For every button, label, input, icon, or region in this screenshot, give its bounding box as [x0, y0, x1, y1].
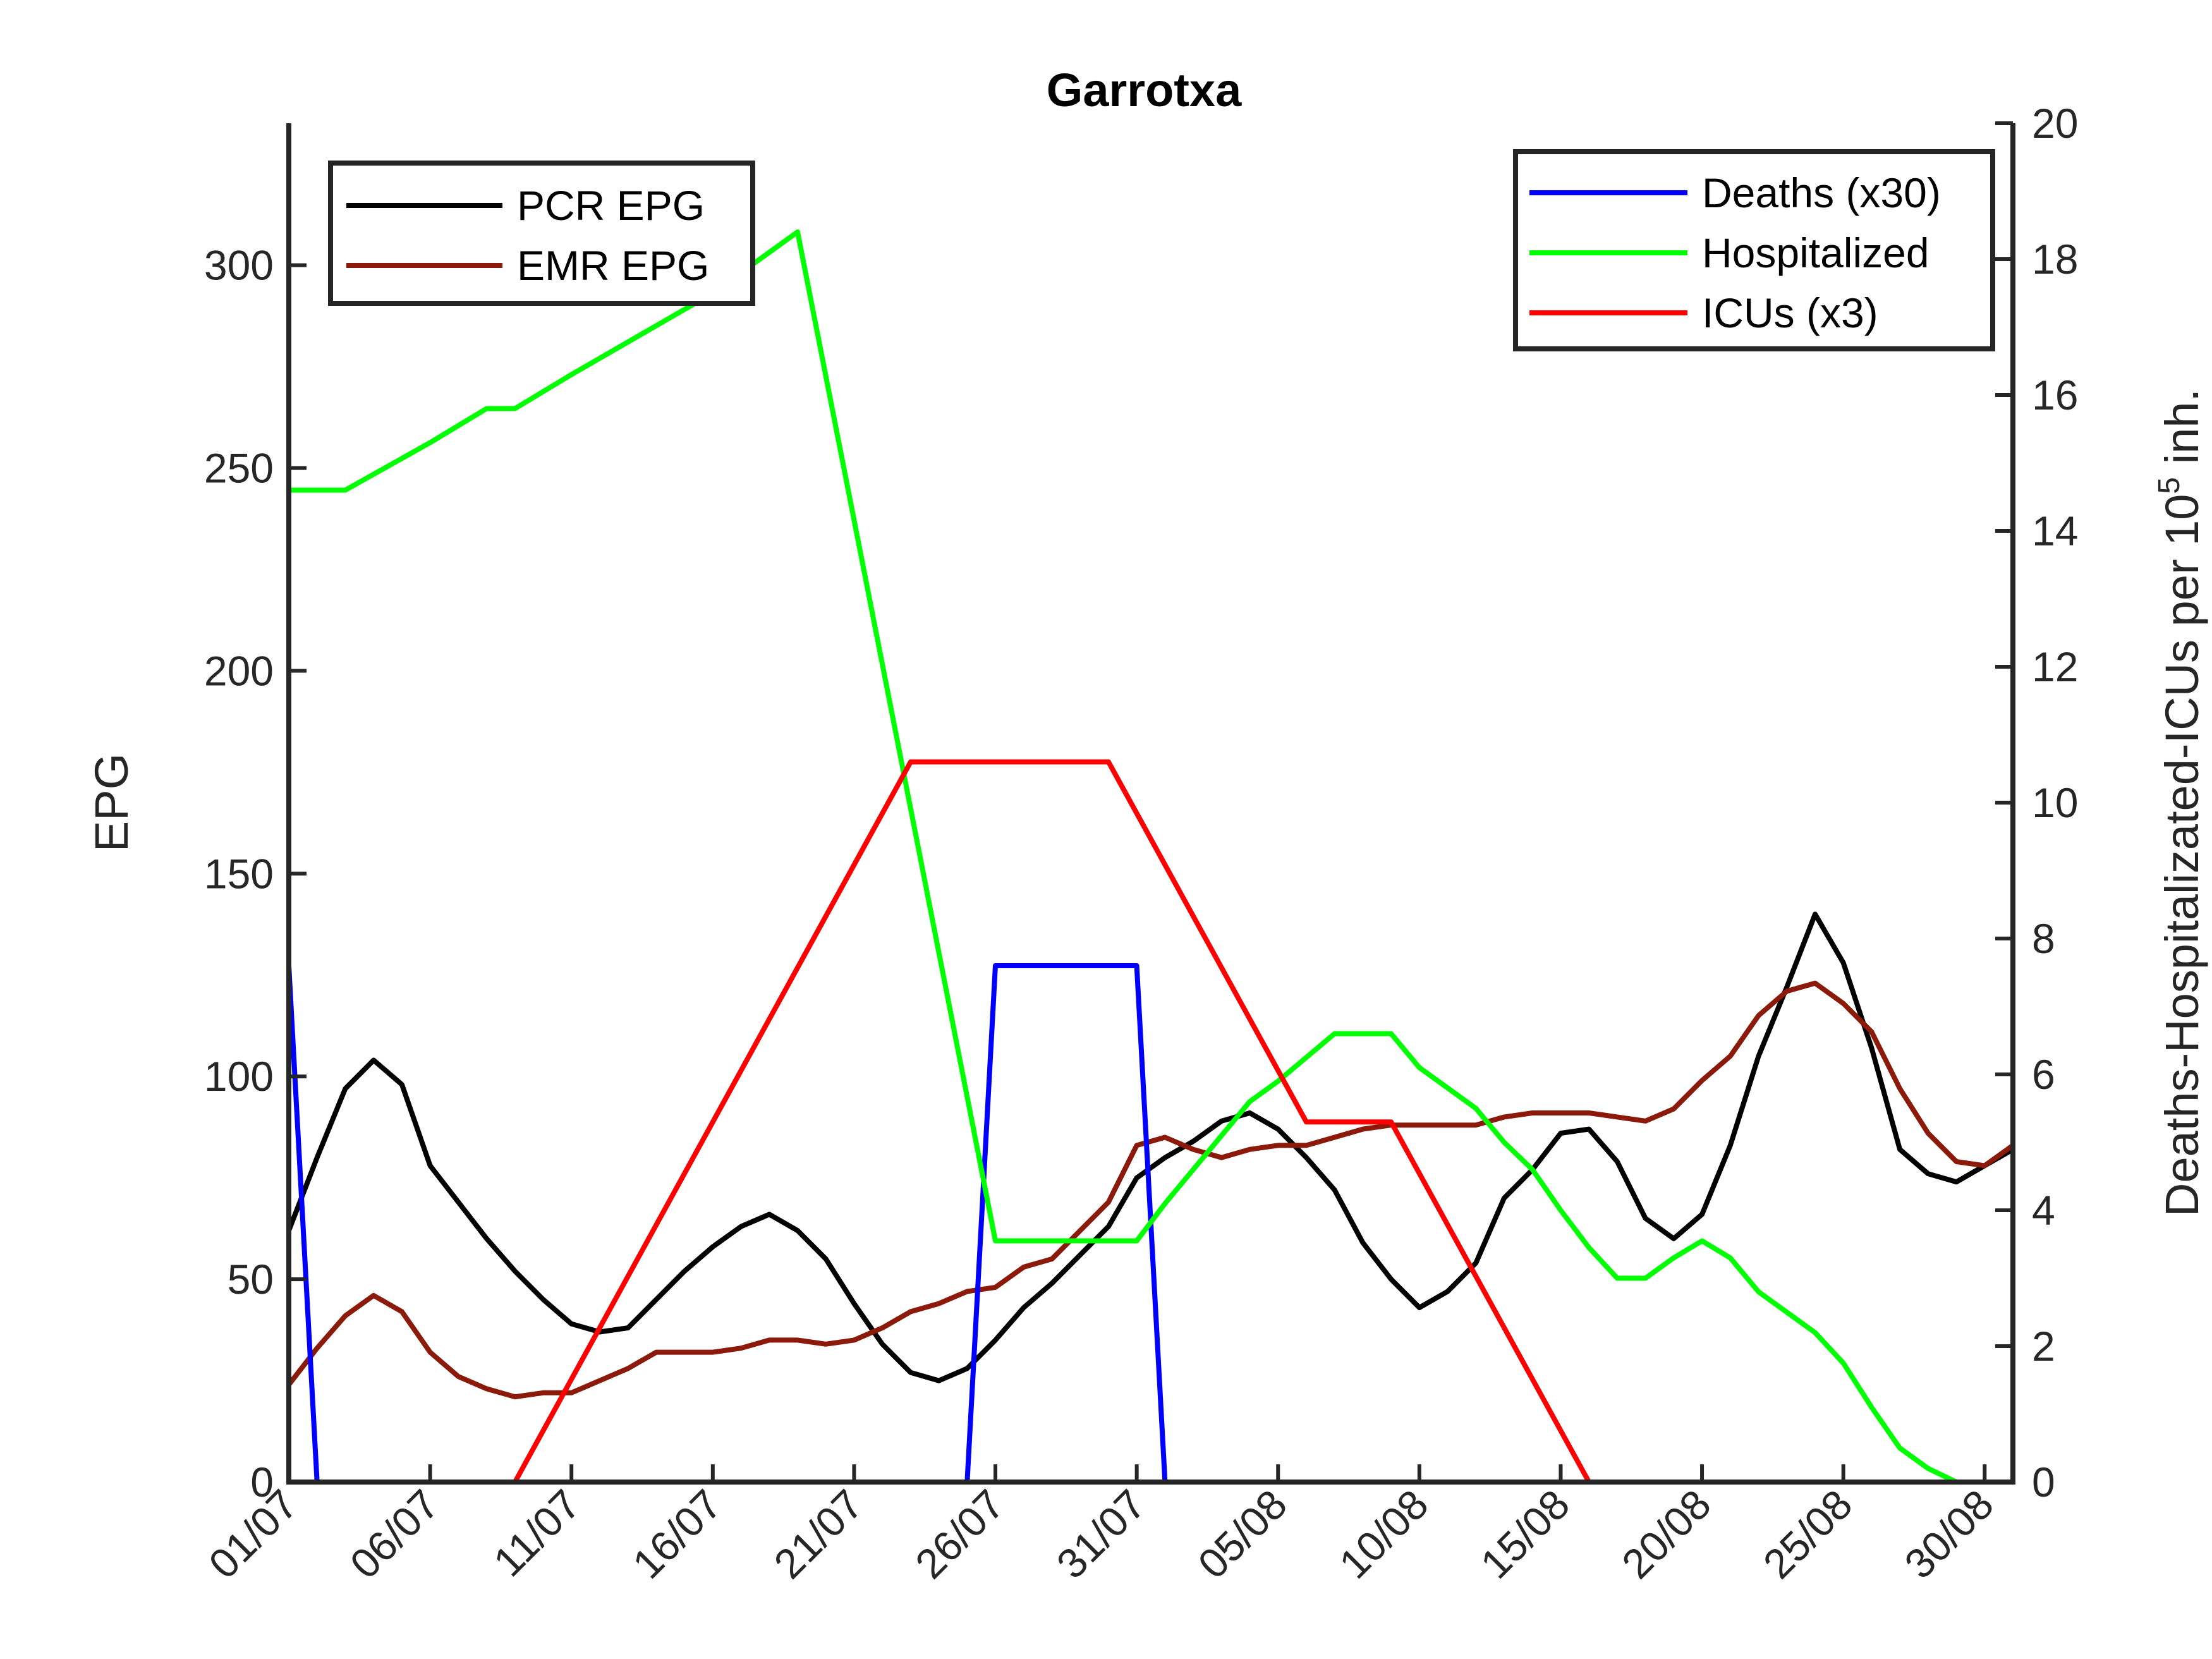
series-line-pcr-epg: [286, 911, 2014, 1383]
chart-title: Garrotxa: [1047, 64, 1242, 116]
y-axis-left-label: EPG: [85, 753, 138, 852]
y-left-tick-label: 250: [204, 445, 274, 492]
legend-label-pcr: PCR EPG: [517, 182, 705, 229]
legend-left-box: [328, 161, 755, 306]
y-left-tick-label: 0: [250, 1459, 274, 1505]
y-left-tick-label: 100: [204, 1053, 274, 1100]
y-right-tick-label: 12: [2032, 643, 2078, 690]
legend-label-icus: ICUs (x3): [1702, 289, 1878, 336]
y-axis-right-label-tail: inh.: [2156, 389, 2208, 477]
y-left-tick-label: 200: [204, 647, 274, 694]
y-left-tick-label: 150: [204, 850, 274, 897]
y-right-tick-label: 16: [2032, 372, 2078, 418]
y-right-tick-label: 6: [2032, 1051, 2055, 1098]
y-right-tick-label: 4: [2032, 1187, 2055, 1234]
legend-right: Deaths (x30) Hospitalized ICUs (x3): [1513, 149, 1995, 351]
y-right-tick-label: 10: [2032, 779, 2078, 826]
y-right-tick-label: 18: [2032, 236, 2078, 283]
y-axis-right-label-base: Deaths-Hospitalizated-ICUs per 10: [2156, 494, 2208, 1217]
y-right-tick-label: 0: [2032, 1459, 2055, 1505]
series-line-hospitalized: [289, 229, 2013, 1485]
legend-label-deaths: Deaths (x30): [1702, 169, 1941, 216]
series-line-icus-x3: [289, 759, 2013, 1485]
y-axis-right-label-sup: 5: [2153, 477, 2186, 494]
legend-label-hospitalized: Hospitalized: [1702, 229, 1929, 276]
y-right-tick-label: 14: [2032, 507, 2078, 554]
y-right-tick-label: 20: [2032, 100, 2078, 147]
y-left-tick-label: 300: [204, 242, 274, 289]
legend-label-emr: EMR EPG: [517, 242, 709, 289]
y-axis-right-label: Deaths-Hospitalizated-ICUs per 105 inh.: [2153, 389, 2208, 1217]
y-right-tick-label: 2: [2032, 1323, 2055, 1370]
y-left-tick-label: 50: [228, 1256, 274, 1303]
legend-left: PCR EPG EMR EPG: [328, 161, 755, 306]
y-right-tick-label: 8: [2032, 915, 2055, 962]
series-line-emr-epg: [286, 980, 2015, 1400]
